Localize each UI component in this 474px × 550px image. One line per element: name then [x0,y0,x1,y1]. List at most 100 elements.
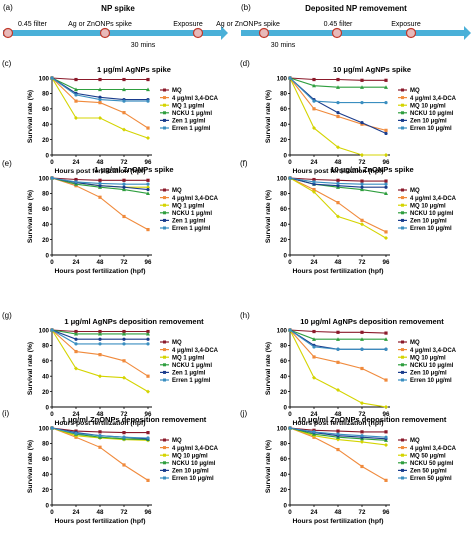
chart-c: (c) 1 μg/ml AgNPs spike 0 20 40 60 80 100 0 24 48 7… [2,59,219,175]
legend-marker [401,103,404,107]
data-point [98,342,102,346]
data-point [384,435,388,439]
data-point [146,342,150,346]
data-point [336,330,340,334]
data-point [146,436,150,440]
data-point [312,337,316,341]
data-point [312,187,316,192]
data-point [384,405,388,409]
data-point [312,83,316,88]
legend-marker [401,453,404,457]
data-point [360,330,364,334]
legend-label: MQ [172,438,182,444]
legend-marker [163,476,166,480]
chart-title: 10 μg/ml ZnONPs deposition removement [298,415,447,424]
x-axis-label: Hours post fertilization (hpf) [293,420,384,427]
y-axis-label: Survival rate (%) [27,440,34,493]
chart-title: 1 μg/ml AgNPs spike [97,65,171,74]
data-point [336,432,340,436]
data-point [50,176,54,180]
timeline-bar [241,30,465,36]
data-point [74,349,78,354]
legend-marker [401,226,404,230]
y-tick-label: 40 [280,472,287,479]
data-point [360,222,364,227]
data-point [98,434,102,438]
legend-marker [401,340,404,344]
data-point [312,180,316,184]
data-point [336,101,340,105]
x-tick-label: 48 [335,159,342,166]
data-point [360,179,364,183]
data-point [312,355,316,359]
data-point [98,101,102,105]
y-tick-label: 60 [280,456,287,463]
legend-label: Zen 10 μg/ml [410,119,447,125]
x-axis-label: Hours post fertilization (hpf) [293,168,384,175]
legend-label: 4 μg/ml 3,4-DCA [172,446,219,452]
legend-marker [401,126,404,130]
chart-i: (i) 1 μg/ml ZnONPs deposition removement 0… [2,409,219,525]
data-point [74,77,78,82]
y-tick-label: 20 [42,137,49,144]
data-point [98,97,102,102]
timeline-label: Exposure [391,21,421,28]
legend-label: MQ 10 μg/ml [410,103,446,109]
data-point [384,347,388,351]
data-point [122,182,126,186]
legend-marker [401,363,404,367]
y-axis-label: Survival rate (%) [27,342,34,395]
data-point [360,430,364,434]
timeline-node [2,27,14,39]
data-point [146,389,150,394]
x-tick-label: 0 [50,509,54,516]
x-tick-label: 24 [311,259,318,266]
data-point [98,374,102,379]
legend-label: MQ 1 μg/ml [172,203,205,209]
data-point [312,107,316,111]
data-point [122,214,126,219]
data-point [360,366,364,371]
data-point [98,195,102,199]
legend-marker [163,111,166,115]
legend-label: Erren 10 μg/ml [410,226,452,232]
data-point [384,128,388,132]
x-tick-label: 0 [50,259,54,266]
data-point [146,187,150,192]
legend-label: MQ 10 μg/ml [172,453,208,459]
y-tick-label: 100 [39,75,50,82]
data-point [384,182,388,186]
data-point [384,442,388,447]
data-point [360,337,364,341]
x-tick-label: 0 [288,259,292,266]
data-point [384,236,388,241]
legend-label: Zen 10 μg/ml [410,371,447,377]
legend-label: MQ 1 μg/ml [172,355,205,361]
arrow-head-icon [464,26,471,40]
data-point [336,77,340,82]
data-point [122,431,126,435]
legend-label: NCKU 50 μg/ml [410,461,454,467]
x-axis-label: Hours post fertilization (hpf) [55,420,146,427]
y-tick-label: 60 [280,358,287,365]
data-point [384,430,388,434]
data-point [74,93,78,97]
x-tick-label: 24 [73,259,80,266]
data-point [360,185,364,189]
data-point [146,136,150,141]
legend-label: NCKU 10 μg/ml [172,461,216,467]
data-point [98,329,102,334]
data-point [74,87,78,92]
data-point [122,337,126,341]
chart-f: (f) 10 μg/ml ZnONPs spike 0 20 40 60 80 100 0 24 4… [240,159,457,275]
legend-marker [401,203,404,207]
legend-marker [163,103,166,107]
y-tick-label: 0 [46,252,50,259]
timeline-duration: 30 mins [131,42,156,49]
legend-label: Zen 10 μg/ml [410,219,447,225]
y-tick-label: 80 [280,441,287,448]
data-point [98,87,102,92]
legend-marker [163,340,166,344]
data-point [312,77,316,82]
legend-marker [401,96,404,100]
